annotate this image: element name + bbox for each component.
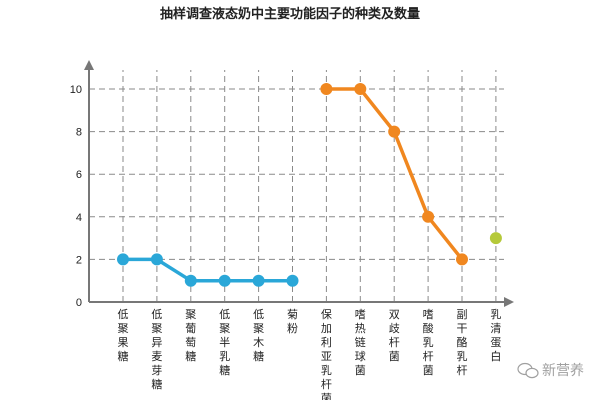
chart-title: 抽样调查液态奶中主要功能因子的种类及数量 xyxy=(160,6,420,22)
data-point xyxy=(150,253,163,266)
x-tick-labels: 低聚果糖 低聚异麦芽糖 聚葡萄糖 低聚半乳糖 低聚木糖 菊粉 保加利亚乳杆菌 嗜热链球菌 双歧杆… xyxy=(118,307,502,400)
y-tick-label: 10 xyxy=(70,84,82,96)
x-tick-label: 菊粉 xyxy=(287,308,298,335)
data-point xyxy=(117,253,129,266)
x-tick-label: 低聚半乳糖 xyxy=(219,308,230,377)
data-point xyxy=(422,210,435,223)
x-tick-label: 保加利亚乳杆菌 xyxy=(321,307,332,400)
x-tick-label: 聚葡萄糖 xyxy=(185,308,196,363)
series-line-1 xyxy=(123,257,293,283)
data-point xyxy=(252,274,265,287)
y-tick-label: 4 xyxy=(76,212,82,224)
x-tick-label: 副干酪乳杆 xyxy=(457,308,468,377)
y-tick-label: 0 xyxy=(76,297,82,309)
x-tick-label: 低聚木糖 xyxy=(253,308,264,363)
y-axis-arrow xyxy=(84,60,94,70)
y-tick-label: 8 xyxy=(76,127,82,139)
x-tick-label: 低聚果糖 xyxy=(118,308,129,363)
data-point xyxy=(388,125,401,138)
data-point xyxy=(286,274,299,287)
x-tick-label: 低聚异麦芽糖 xyxy=(151,308,162,391)
grid xyxy=(89,70,504,302)
watermark: 新营养 xyxy=(517,362,584,379)
watermark-text: 新营养 xyxy=(542,363,584,379)
x-tick-label: 嗜热链球菌 xyxy=(355,308,366,377)
data-point xyxy=(354,83,367,95)
y-tick-label: 2 xyxy=(76,254,82,266)
x-tick-label: 双歧杆菌 xyxy=(389,308,400,363)
wechat-icon xyxy=(517,362,539,379)
x-axis-arrow xyxy=(504,297,514,307)
data-point xyxy=(218,274,231,287)
data-point xyxy=(184,274,197,287)
y-tick-label: 6 xyxy=(76,169,82,181)
y-tick-labels: 0 2 4 6 8 10 xyxy=(70,84,82,309)
x-tick-label: 乳清蛋白 xyxy=(490,308,501,363)
x-tick-label: 嗜酸乳杆菌 xyxy=(423,308,434,377)
data-point xyxy=(456,253,468,266)
axes xyxy=(84,60,514,307)
series-points xyxy=(117,83,502,287)
data-point xyxy=(320,83,333,95)
data-point xyxy=(489,232,502,245)
